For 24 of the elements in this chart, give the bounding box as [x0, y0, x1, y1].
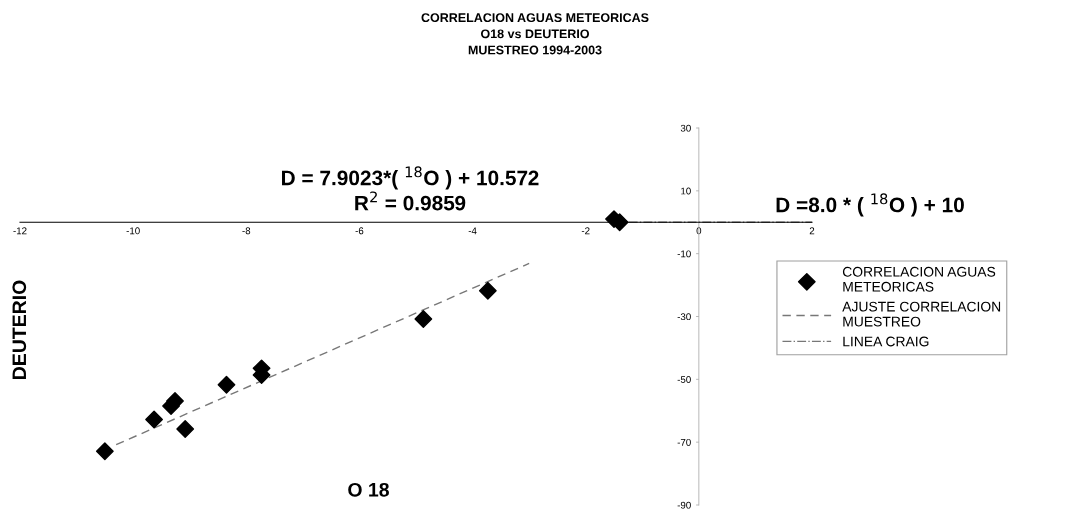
x-tick-label: -10	[126, 227, 140, 235]
x-tick-label: -4	[468, 227, 477, 235]
y-tick-label: -90	[677, 501, 691, 509]
y-tick-label: -50	[677, 376, 691, 383]
y-tick-label: -70	[677, 438, 691, 446]
annotation: D = 7.9023*( $^{18}$O ) + 10.572	[282, 166, 539, 190]
legend-label: CORRELACION AGUAS METEORICAS	[842, 266, 996, 292]
x-tick-label: -8	[242, 227, 251, 235]
x-tick-label: 0	[696, 227, 702, 235]
x-axis-title: O 18	[348, 482, 389, 497]
chart-title: CORRELACION AGUAS METEORICAS O18 vs DEUTERIO MUESTREO 1994-2003	[421, 13, 649, 55]
y-tick-label: 30	[680, 124, 691, 132]
y-axis-title: DEUTERIO	[12, 280, 27, 379]
x-tick-label: -6	[355, 227, 364, 235]
legend-label: AJUSTE CORRELACION MUESTREO	[842, 301, 1001, 327]
legend-label: LINEA CRAIG	[843, 336, 929, 347]
x-tick-label: -12	[13, 227, 27, 235]
x-tick-label: -2	[581, 227, 590, 235]
y-tick-label: -30	[677, 313, 691, 321]
x-tick-label: 2	[809, 227, 815, 235]
y-tick-label: 10	[681, 187, 691, 195]
annotation: D =8.0 * ( $^{18}$O ) + 10	[776, 193, 964, 217]
y-tick-label: -10	[677, 250, 691, 258]
annotation: R$^{2}$ = 0.9859	[355, 191, 466, 211]
